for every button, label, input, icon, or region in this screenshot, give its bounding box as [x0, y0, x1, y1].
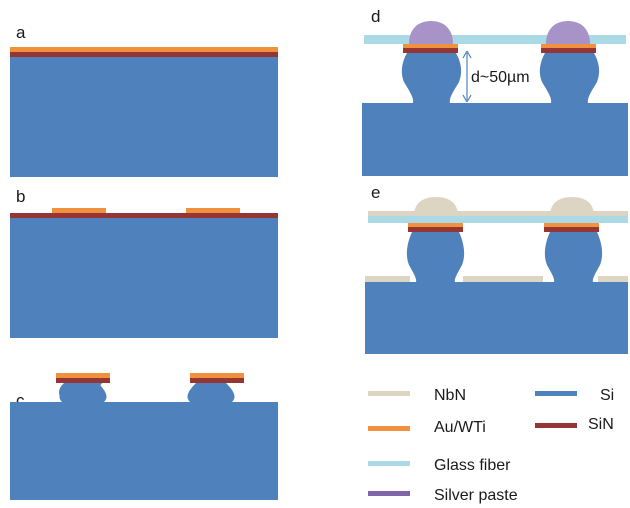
- si-swatch: [535, 391, 577, 396]
- panel-d-label: d: [371, 7, 380, 26]
- si-base: [10, 402, 278, 500]
- panel-b: b: [10, 187, 278, 338]
- silver-paste-left: [409, 21, 453, 44]
- sin-pad-right: [544, 227, 599, 232]
- legend-item-au-wti: Au/WTi: [368, 419, 486, 436]
- au-wti-pad-left: [52, 208, 106, 213]
- panel-a-label: a: [16, 23, 26, 42]
- panel-d: d d~50µm: [362, 7, 628, 176]
- sin-pad-left: [408, 227, 463, 232]
- nbn-bottom-segment-1: [365, 276, 410, 282]
- si-substrate: [10, 57, 278, 177]
- sin-pad-left: [56, 378, 110, 383]
- si-substrate: [10, 218, 278, 338]
- legend-label-nbn: NbN: [434, 387, 466, 404]
- dimension-arrow-bottom: [462, 94, 472, 103]
- nbn-bottom-segment-3: [598, 276, 628, 282]
- panel-e: e: [365, 183, 628, 354]
- au-wti-pad-right: [544, 223, 599, 227]
- si-base: [362, 103, 628, 176]
- nbn-layer-top: [368, 211, 628, 216]
- legend-item-si: Si: [535, 387, 614, 404]
- sin-swatch: [535, 423, 577, 428]
- legend-label-si: Si: [600, 387, 614, 404]
- si-pillar-left-neck: [59, 383, 107, 402]
- si-pillar-left: [401, 53, 462, 103]
- si-pillar-right: [539, 53, 600, 103]
- legend-item-glass-fiber: Glass fiber: [368, 457, 511, 474]
- sin-layer: [10, 52, 278, 57]
- au-wti-pad-left: [403, 44, 458, 48]
- silver-paste-right: [546, 21, 590, 44]
- legend: NbN Au/WTi Glass fiber Silver paste Si S…: [368, 387, 614, 504]
- si-base: [365, 282, 628, 354]
- sin-pad-right: [541, 48, 596, 53]
- sin-pad-right: [190, 378, 244, 383]
- panel-c-label: c: [16, 391, 25, 410]
- dimension-label: d~50µm: [471, 69, 530, 86]
- legend-label-au-wti: Au/WTi: [434, 419, 486, 436]
- glass-fiber: [364, 35, 626, 44]
- panel-e-label: e: [371, 183, 380, 202]
- panel-c: c: [10, 373, 278, 500]
- nbn-bottom-segment-2: [463, 276, 543, 282]
- silver-paste-swatch: [368, 491, 410, 496]
- panel-a: a: [10, 23, 278, 177]
- au-wti-pad-right: [186, 208, 240, 213]
- legend-label-glass-fiber: Glass fiber: [434, 457, 511, 474]
- sin-pad-left: [403, 48, 458, 53]
- nbn-bump-right: [550, 197, 594, 216]
- sin-layer: [10, 213, 278, 218]
- au-wti-pad-left: [56, 373, 110, 378]
- au-wti-layer: [10, 47, 278, 52]
- legend-label-silver-paste: Silver paste: [434, 487, 518, 504]
- si-pillar-right: [544, 232, 603, 282]
- legend-item-nbn: NbN: [368, 387, 466, 404]
- panel-b-label: b: [16, 187, 25, 206]
- au-wti-pad-right: [190, 373, 244, 378]
- legend-item-sin: SiN: [535, 416, 614, 433]
- glass-fiber-swatch: [368, 461, 410, 466]
- au-wti-swatch: [368, 426, 410, 431]
- au-wti-pad-left: [408, 223, 463, 227]
- si-pillar-left: [406, 232, 465, 282]
- legend-label-sin: SiN: [588, 416, 614, 433]
- au-wti-pad-right: [541, 44, 596, 48]
- dimension-arrow-top: [462, 50, 472, 59]
- glass-fiber: [368, 216, 628, 223]
- si-pillar-right: [187, 383, 235, 402]
- legend-item-silver-paste: Silver paste: [368, 487, 518, 504]
- nbn-bump-left: [414, 197, 458, 216]
- nbn-swatch: [368, 391, 410, 396]
